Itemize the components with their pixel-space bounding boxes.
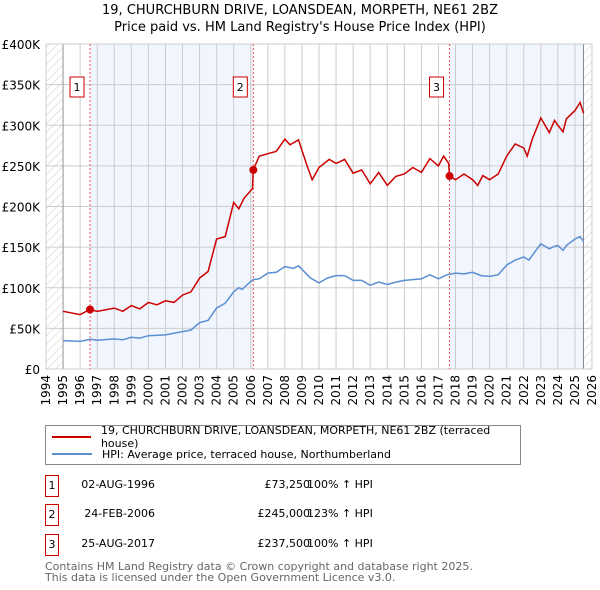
x-tick-label: 2003: [193, 375, 207, 406]
plot-area: 1994 1995 1996 1997 1998 1999 2000 2001 2002 2003…: [2, 38, 599, 406]
sale-price: £73,250: [264, 478, 311, 491]
sale-hpi-change: 100% ↑ HPI: [307, 537, 373, 550]
x-tick-label: 2011: [329, 375, 343, 406]
sale-point: [249, 165, 258, 174]
sale-date: 25-AUG-2017: [81, 537, 155, 550]
y-tick-label: £250K: [2, 160, 42, 174]
x-tick-label: 2016: [414, 375, 428, 406]
sale-label-number: 2: [237, 81, 244, 94]
sale-date: 24-FEB-2006: [84, 507, 155, 520]
y-tick-label: £100K: [2, 282, 42, 296]
x-tick-label: 2025: [568, 375, 582, 406]
legend-label: HPI: Average price, terraced house, Nort…: [102, 447, 391, 461]
x-tick-label: 1996: [73, 375, 87, 406]
x-tick-label: 2015: [397, 375, 411, 406]
x-tick-label: 2010: [312, 375, 326, 406]
x-tick-label: 2006: [244, 375, 258, 406]
y-tick-label: £300K: [2, 119, 42, 133]
sale-hpi-change: 123% ↑ HPI: [307, 507, 373, 520]
x-tick-label: 1999: [124, 375, 138, 406]
y-tick-label: £200K: [2, 201, 42, 215]
x-tick-label: 1998: [107, 375, 121, 406]
x-tick-label: 2024: [551, 375, 565, 406]
sale-point: [86, 305, 95, 314]
y-tick-label: £0: [25, 363, 40, 377]
x-tick-label: 2001: [158, 375, 172, 406]
x-tick-label: 2004: [210, 375, 224, 406]
sale-point: [445, 172, 454, 181]
footer-licence: This data is licensed under the Open Gov…: [45, 571, 396, 584]
chart-title: 19, CHURCHBURN DRIVE, LOANSDEAN, MORPETH…: [102, 3, 498, 18]
x-tick-label: 2005: [227, 375, 241, 406]
x-tick-label: 2013: [363, 375, 377, 406]
x-tick-label: 1997: [90, 375, 104, 406]
sale-label-box: [232, 76, 248, 98]
blue-line-swatch: [52, 453, 92, 455]
x-tick-label: 2007: [261, 375, 275, 406]
footer-copyright: Contains HM Land Registry data © Crown c…: [45, 560, 473, 573]
y-tick-label: £400K: [2, 38, 42, 52]
sale-label-box: [69, 76, 85, 98]
legend-label: 19, CHURCHBURN DRIVE, LOANSDEAN, MORPETH…: [100, 424, 491, 450]
sale-price: £237,500: [257, 537, 311, 550]
x-tick-label: 2002: [176, 375, 190, 406]
x-tick-label: 2009: [295, 375, 309, 406]
sale-price: £245,000: [257, 507, 311, 520]
sale-number: 3: [45, 534, 59, 556]
x-tick-label: 2020: [483, 375, 497, 406]
x-tick-label: 1995: [56, 375, 70, 406]
price-paid-line: [62, 100, 585, 316]
y-tick-label: £150K: [2, 241, 42, 255]
x-tick-label: 2017: [431, 375, 445, 406]
legend: 19, CHURCHBURN DRIVE, LOANSDEAN, MORPETH…: [45, 424, 521, 465]
x-tick-label: 2021: [500, 375, 514, 406]
y-tick-label: £350K: [2, 79, 42, 93]
x-tick-label: 2014: [380, 375, 394, 406]
hpi-line: [63, 235, 585, 343]
y-tick-label: £50K: [9, 322, 41, 336]
sale-label-number: 3: [433, 81, 440, 94]
x-tick-label: 2022: [517, 375, 531, 406]
sale-number: 2: [45, 504, 59, 526]
sale-hpi-change: 100% ↑ HPI: [307, 478, 373, 491]
legend-item-property: 19, CHURCHBURN DRIVE, LOANSDEAN, MORPETH…: [52, 424, 520, 450]
sale-number: 1: [45, 475, 59, 497]
red-line-swatch: [52, 436, 91, 438]
x-tick-label: 2023: [534, 375, 548, 406]
x-tick-label: 2012: [346, 375, 360, 406]
legend-item-hpi: HPI: Average price, terraced house, Nort…: [52, 446, 391, 462]
chart-subtitle: Price paid vs. HM Land Registry's House …: [114, 20, 486, 35]
x-tick-label: 2019: [466, 375, 480, 406]
sale-label-box: [429, 76, 445, 98]
sale-date: 02-AUG-1996: [81, 478, 155, 491]
plot-border: [45, 43, 593, 370]
x-tick-label: 2000: [141, 375, 155, 406]
footer: Contains HM Land Registry data © Crown c…: [45, 561, 473, 583]
x-tick-label: 2008: [278, 375, 292, 406]
sale-label-number: 1: [74, 81, 81, 94]
x-tick-label: 2026: [585, 375, 599, 406]
x-tick-label: 2018: [449, 375, 463, 406]
x-tick-label: 1994: [39, 375, 53, 406]
